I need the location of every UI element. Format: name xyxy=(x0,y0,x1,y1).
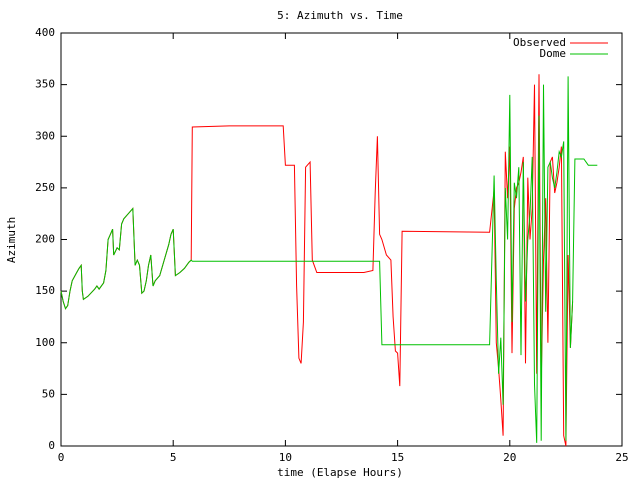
x-tick-label: 25 xyxy=(615,451,628,464)
x-tick-label: 10 xyxy=(279,451,292,464)
x-tick-label: 15 xyxy=(391,451,404,464)
legend-label: Dome xyxy=(540,47,567,60)
y-tick-label: 250 xyxy=(35,181,55,194)
legend-label: Observed xyxy=(513,36,566,49)
x-axis-label: time (Elapse Hours) xyxy=(277,466,403,479)
y-tick-label: 200 xyxy=(35,233,55,246)
x-tick-label: 20 xyxy=(503,451,516,464)
y-tick-label: 0 xyxy=(48,439,55,452)
y-axis-label: Azimuth xyxy=(5,217,18,263)
y-tick-label: 400 xyxy=(35,26,55,39)
series-line xyxy=(60,76,598,443)
y-tick-label: 300 xyxy=(35,129,55,142)
y-tick-label: 50 xyxy=(42,387,55,400)
x-tick-label: 0 xyxy=(58,451,65,464)
y-tick-label: 350 xyxy=(35,78,55,91)
y-tick-label: 100 xyxy=(35,336,55,349)
y-tick-label: 150 xyxy=(35,284,55,297)
x-tick-label: 5 xyxy=(170,451,177,464)
chart-title: 5: Azimuth vs. Time xyxy=(277,9,403,22)
